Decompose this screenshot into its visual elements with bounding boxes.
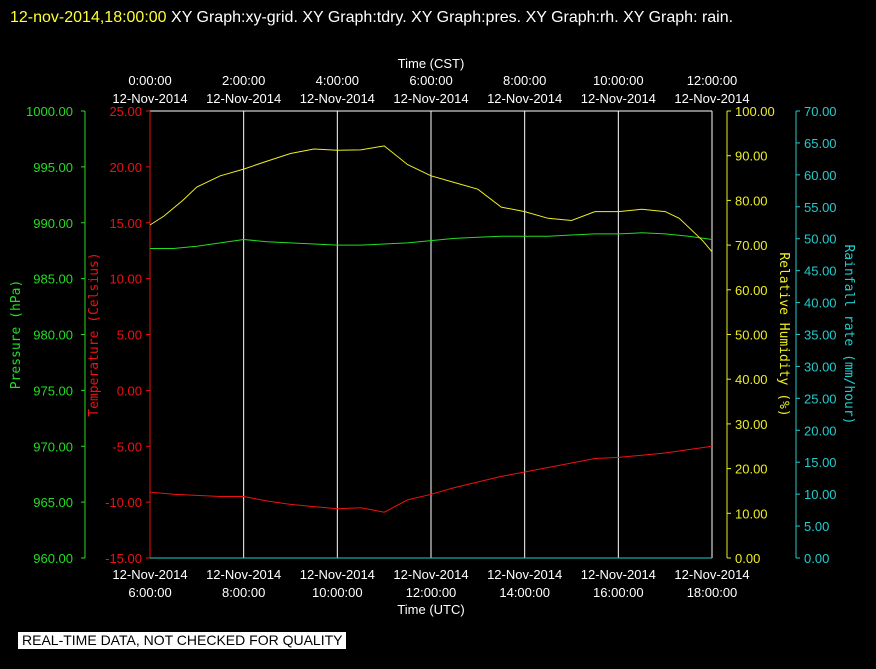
- temperature-tick-label: 0.00: [117, 383, 142, 398]
- x-top-tick-date: 12-Nov-2014: [393, 91, 468, 106]
- x-bottom-tick-date: 12-Nov-2014: [206, 567, 281, 582]
- quality-note: REAL-TIME DATA, NOT CHECKED FOR QUALITY: [18, 632, 347, 649]
- rainfall-tick-label: 70.00: [804, 104, 837, 119]
- rainfall-tick-label: 10.00: [804, 487, 837, 502]
- x-top-tick-date: 12-Nov-2014: [487, 91, 562, 106]
- x-bottom-tick-time: 12:00:00: [406, 585, 457, 600]
- humidity-tick-label: 20.00: [735, 462, 768, 477]
- pressure-axis-title: Pressure (hPa): [9, 280, 24, 390]
- rainfall-axis-title: Rainfall rate (mm/hour): [841, 244, 856, 424]
- x-bottom-tick-time: 8:00:00: [222, 585, 265, 600]
- x-top-tick-date: 12-Nov-2014: [674, 91, 749, 106]
- x-top-tick-date: 12-Nov-2014: [581, 91, 656, 106]
- x-top-tick-time: 12:00:00: [687, 73, 738, 88]
- x-bottom-tick-time: 18:00:00: [687, 585, 738, 600]
- grid: [149, 111, 713, 558]
- x-bottom-tick-date: 12-Nov-2014: [300, 567, 375, 582]
- x-top-tick-time: 6:00:00: [409, 73, 452, 88]
- x-bottom-tick-date: 12-Nov-2014: [581, 567, 656, 582]
- x-top-tick-time: 4:00:00: [316, 73, 359, 88]
- x-bottom-axis-title: Time (UTC): [397, 602, 464, 617]
- x-top-tick-date: 12-Nov-2014: [112, 91, 187, 106]
- humidity-tick-label: 40.00: [735, 372, 768, 387]
- x-top-tick-time: 0:00:00: [128, 73, 171, 88]
- x-bottom-tick-date: 12-Nov-2014: [674, 567, 749, 582]
- rainfall-tick-label: 45.00: [804, 264, 837, 279]
- rainfall-tick-label: 55.00: [804, 200, 837, 215]
- rainfall-tick-label: 25.00: [804, 391, 837, 406]
- x-axis-labels: Time (CST) Time (UTC) 0:00:00 12-Nov-2014 2:…: [112, 56, 749, 617]
- temperature-axis-title: Temperature (Celsius): [87, 252, 102, 416]
- x-top-tick-time: 2:00:00: [222, 73, 265, 88]
- series-rh: [149, 145, 713, 253]
- pressure-tick-label: 970.00: [33, 439, 73, 454]
- x-top-tick-time: 8:00:00: [503, 73, 546, 88]
- series-lines: [149, 145, 713, 559]
- x-bottom-tick-time: 10:00:00: [312, 585, 363, 600]
- x-bottom-tick-date: 12-Nov-2014: [393, 567, 468, 582]
- x-bottom-tick-date: 12-Nov-2014: [112, 567, 187, 582]
- pressure-tick-label: 965.00: [33, 495, 73, 510]
- x-top-tick-date: 12-Nov-2014: [300, 91, 375, 106]
- pressure-tick-label: 990.00: [33, 216, 73, 231]
- x-top-tick-date: 12-Nov-2014: [206, 91, 281, 106]
- pressure-tick-label: 960.00: [33, 551, 73, 566]
- humidity-tick-label: 90.00: [735, 149, 768, 164]
- pressure-tick-label: 985.00: [33, 272, 73, 287]
- temperature-tick-label: -15.00: [105, 551, 142, 566]
- rainfall-tick-label: 50.00: [804, 232, 837, 247]
- rainfall-tick-label: 35.00: [804, 328, 837, 343]
- humidity-tick-label: 30.00: [735, 417, 768, 432]
- humidity-tick-label: 10.00: [735, 506, 768, 521]
- rainfall-tick-label: 20.00: [804, 423, 837, 438]
- pressure-tick-label: 1000.00: [26, 104, 73, 119]
- temperature-tick-label: 20.00: [109, 160, 142, 175]
- rainfall-tick-label: 15.00: [804, 455, 837, 470]
- temperature-tick-label: -5.00: [112, 439, 142, 454]
- rainfall-tick-label: 65.00: [804, 136, 837, 151]
- x-bottom-tick-date: 12-Nov-2014: [487, 567, 562, 582]
- humidity-tick-label: 70.00: [735, 238, 768, 253]
- temperature-tick-label: 25.00: [109, 104, 142, 119]
- header-timestamp: 12-nov-2014,18:00:00: [10, 9, 167, 26]
- chart-header: 12-nov-2014,18:00:00 XY Graph:xy-grid. X…: [10, 3, 860, 32]
- temperature-tick-label: -10.00: [105, 495, 142, 510]
- temperature-tick-label: 15.00: [109, 216, 142, 231]
- humidity-tick-label: 100.00: [735, 104, 775, 119]
- humidity-tick-label: 80.00: [735, 193, 768, 208]
- rainfall-tick-label: 40.00: [804, 296, 837, 311]
- axes: 1000.00 995.00 990.00 985.00 980.00 975.00 970…: [9, 104, 856, 566]
- rainfall-tick-label: 5.00: [804, 519, 829, 534]
- pressure-tick-label: 980.00: [33, 328, 73, 343]
- humidity-tick-label: 60.00: [735, 283, 768, 298]
- x-top-axis-title: Time (CST): [398, 56, 465, 71]
- rainfall-tick-label: 0.00: [804, 551, 829, 566]
- series-pres: [150, 232, 713, 249]
- x-bottom-tick-time: 14:00:00: [499, 585, 550, 600]
- series-tdry: [149, 445, 713, 513]
- x-top-tick-time: 10:00:00: [593, 73, 644, 88]
- temperature-tick-label: 10.00: [109, 272, 142, 287]
- pressure-tick-label: 995.00: [33, 160, 73, 175]
- humidity-axis-title: Relative Humidity (%): [776, 252, 791, 416]
- pressure-tick-label: 975.00: [33, 383, 73, 398]
- humidity-tick-label: 0.00: [735, 551, 760, 566]
- temperature-tick-label: 5.00: [117, 328, 142, 343]
- header-title: XY Graph:xy-grid. XY Graph:tdry. XY Grap…: [171, 9, 734, 26]
- x-bottom-tick-time: 6:00:00: [128, 585, 171, 600]
- humidity-tick-label: 50.00: [735, 328, 768, 343]
- x-bottom-tick-time: 16:00:00: [593, 585, 644, 600]
- rainfall-tick-label: 60.00: [804, 168, 837, 183]
- rainfall-tick-label: 30.00: [804, 359, 837, 374]
